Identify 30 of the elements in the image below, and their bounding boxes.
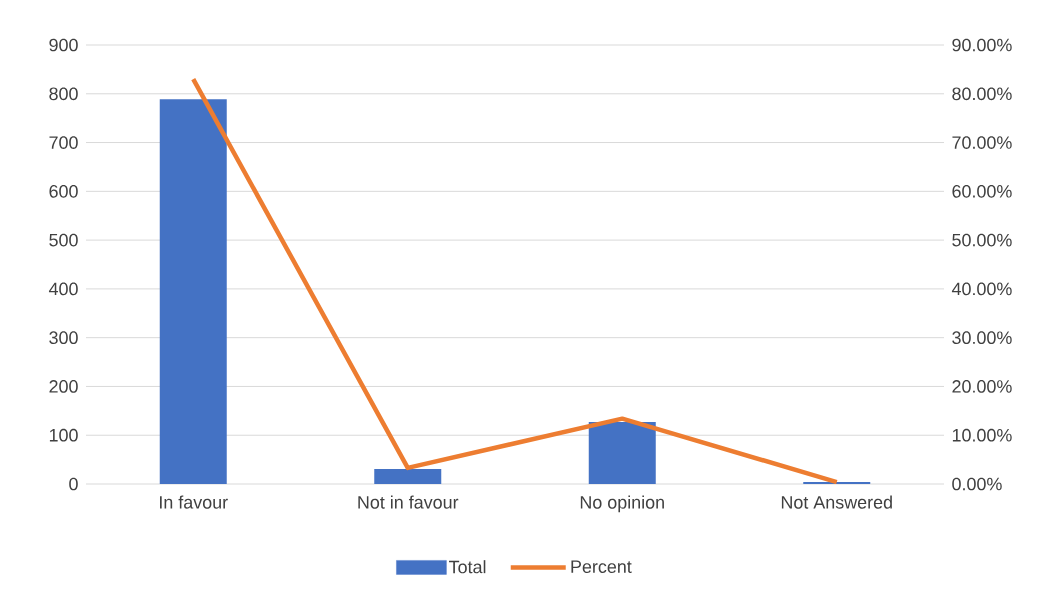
y-tick-label: 100 xyxy=(49,428,78,442)
bar xyxy=(588,422,656,484)
x-tick-label: No opinion xyxy=(580,495,664,513)
legend-label: Percent xyxy=(571,560,632,573)
y-tick-label: 0 xyxy=(69,477,78,491)
y2-tick-label: 30.00% xyxy=(952,331,1012,345)
x-tick-label: In favour xyxy=(160,495,228,509)
y2-tick-label: 90.00% xyxy=(952,38,1012,52)
legend-label: Total xyxy=(449,560,486,574)
y2-tick-label: 10.00% xyxy=(952,428,1012,442)
y-tick-label: 700 xyxy=(49,136,78,149)
y-tick-label: 900 xyxy=(49,38,78,52)
bar xyxy=(374,468,442,484)
y2-tick-label: 80.00% xyxy=(952,87,1012,101)
y2-tick-label: 40.00% xyxy=(951,282,1012,296)
x-tick-label: Not Answered xyxy=(781,495,892,509)
y-tick-label: 300 xyxy=(49,331,78,345)
y-tick-label: 500 xyxy=(49,233,78,247)
y-tick-label: 600 xyxy=(49,184,78,198)
y-tick-label: 800 xyxy=(49,87,78,101)
y2-tick-label: 50.00% xyxy=(952,233,1012,247)
line-series xyxy=(191,76,840,484)
y-tick-label: 400 xyxy=(48,282,78,296)
y-tick-label: 200 xyxy=(49,380,78,393)
y2-tick-label: 70.00% xyxy=(952,136,1012,149)
y2-tick-label: 20.00% xyxy=(952,380,1012,393)
y2-tick-label: 0.00% xyxy=(952,477,1002,491)
y2-tick-label: 60.00% xyxy=(952,184,1012,198)
bar xyxy=(159,99,227,484)
x-tick-label: Not in favour xyxy=(358,495,459,509)
